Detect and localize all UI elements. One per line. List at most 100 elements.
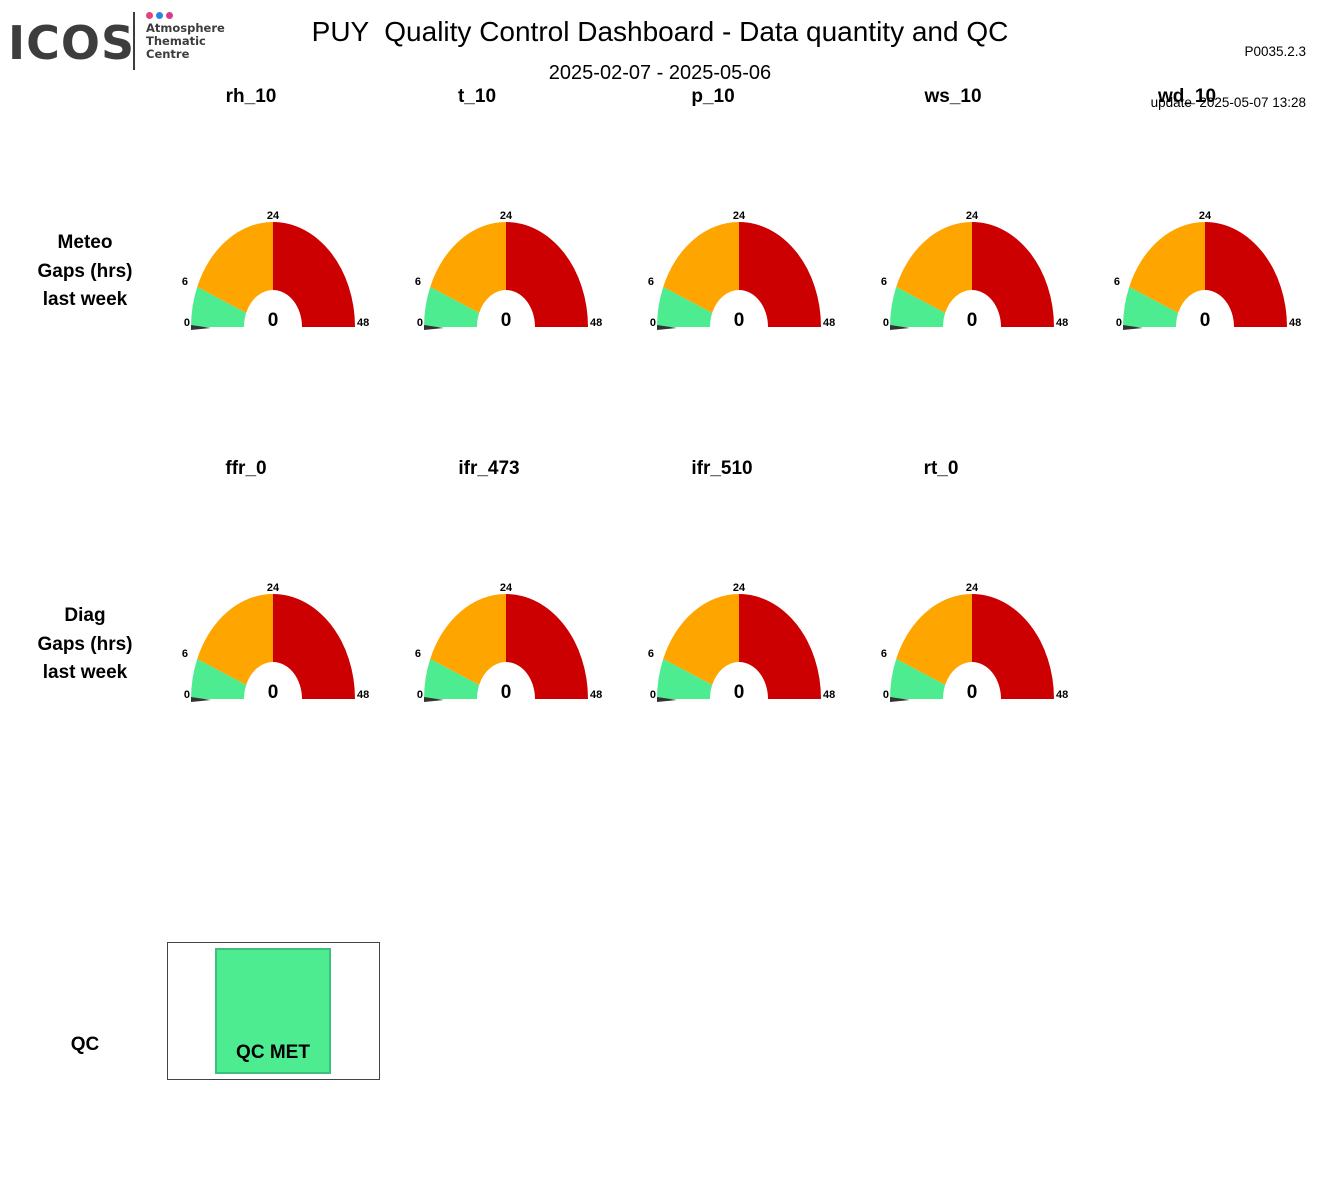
gauge-tick-label: 6	[881, 648, 887, 660]
gauge-band-high	[273, 222, 355, 327]
gauge-title-ifr-473: ifr_473	[458, 458, 520, 479]
gauge-tick-label: 0	[1116, 317, 1122, 329]
gauge-band-high	[273, 594, 355, 699]
gauge-band-low	[657, 658, 713, 699]
gauge-needle	[191, 697, 211, 702]
gauge-value-label: 0	[501, 682, 512, 703]
gauge-p-10: 0 6 24 48 0	[648, 210, 835, 331]
version-info: P0035.2.3 update 2025-05-07 13:28	[1151, 9, 1306, 128]
gauge-value-label: 0	[734, 310, 745, 331]
icos-logo: ICOS Atmosphere Thematic Centre	[8, 10, 225, 74]
gauge-tick-label: 48	[590, 317, 602, 329]
gauge-needle	[657, 697, 677, 702]
gauge-ifr-473: 0 6 24 48 0	[415, 582, 602, 703]
gauge-band-low	[890, 286, 946, 327]
qc-status-block: QC MET	[215, 948, 331, 1074]
gauge-value-label: 0	[501, 310, 512, 331]
gauge-rt-0: 0 6 24 48 0	[881, 582, 1068, 703]
row-label-diag-line-2: Gaps (hrs)	[37, 633, 133, 655]
gauge-title-ifr-510: ifr_510	[691, 458, 753, 479]
gauge-value-label: 0	[1200, 310, 1211, 331]
gauge-band-low	[191, 286, 247, 327]
gauge-tick-label: 0	[883, 317, 889, 329]
gauge-needle	[1123, 325, 1143, 330]
gauge-value-label: 0	[734, 682, 745, 703]
gauge-tick-label: 6	[648, 276, 654, 288]
gauge-tick-label: 6	[648, 648, 654, 660]
gauge-needle	[890, 325, 910, 330]
gauge-tick-label: 24	[733, 210, 746, 222]
gauge-tick-label: 24	[733, 582, 746, 594]
gauge-tick-label: 0	[650, 689, 656, 701]
row-label-meteo: Meteo Gaps (hrs) last week	[10, 229, 160, 315]
gauge-title-ws-10: ws_10	[924, 86, 982, 107]
gauge-band-mid	[1129, 222, 1205, 313]
gauge-band-mid	[896, 222, 972, 313]
gauge-tick-label: 24	[500, 582, 513, 594]
gauge-tick-label: 6	[415, 648, 421, 660]
logo-text: ICOS	[8, 16, 136, 70]
gauge-band-mid	[663, 594, 739, 685]
gauge-tick-label: 24	[500, 210, 513, 222]
version-number: P0035.2.3	[1244, 44, 1306, 59]
row-label-diag-line-3: last week	[42, 662, 128, 683]
gauge-needle	[657, 325, 677, 330]
gauge-tick-label: 48	[1289, 317, 1301, 329]
gauge-value-label: 0	[268, 310, 279, 331]
gauge-title-wd-10: wd_10	[1157, 86, 1217, 107]
gauge-band-low	[657, 286, 713, 327]
gauge-band-high	[972, 594, 1054, 699]
gauge-tick-label: 48	[1056, 689, 1068, 701]
gauge-band-low	[424, 286, 480, 327]
gauge-title-ffr-0: ffr_0	[225, 458, 267, 479]
gauge-wd-10: 0 6 24 48 0	[1114, 210, 1301, 331]
row-label-diag: Diag Gaps (hrs) last week	[10, 602, 160, 688]
gauge-ffr-0: 0 6 24 48 0	[182, 582, 369, 703]
date-range: 2025-02-07 - 2025-05-06	[548, 62, 772, 84]
gauge-needle	[424, 325, 444, 330]
gauge-needle	[890, 697, 910, 702]
gauge-title-p-10: p_10	[691, 86, 735, 107]
gauge-band-mid	[197, 594, 273, 685]
logo-subtitle-line-3: Centre	[146, 47, 190, 61]
gauge-title-rt-0: rt_0	[923, 458, 959, 479]
gauge-tick-label: 48	[357, 317, 369, 329]
gauge-needle	[424, 697, 444, 702]
gauge-tick-label: 48	[590, 689, 602, 701]
gauge-t-10: 0 6 24 48 0	[415, 210, 602, 331]
row-label-meteo-line-2: Gaps (hrs)	[37, 260, 133, 282]
gauge-tick-label: 6	[881, 276, 887, 288]
gauge-tick-label: 0	[650, 317, 656, 329]
gauge-band-high	[506, 222, 588, 327]
gauge-band-high	[1205, 222, 1287, 327]
logo-divider	[133, 12, 135, 70]
row-label-qc: QC	[70, 1034, 100, 1055]
logo-dot-2	[156, 12, 163, 19]
gauge-band-mid	[197, 222, 273, 313]
gauge-ifr-510: 0 6 24 48 0	[648, 582, 835, 703]
gauge-tick-label: 0	[417, 689, 423, 701]
gauge-tick-label: 0	[184, 317, 190, 329]
gauge-tick-label: 0	[883, 689, 889, 701]
gauge-tick-label: 6	[1114, 276, 1120, 288]
logo-subtitle: Atmosphere Thematic Centre	[146, 22, 225, 61]
gauge-tick-label: 24	[966, 582, 979, 594]
gauge-band-low	[191, 658, 247, 699]
gauge-tick-label: 24	[966, 210, 979, 222]
gauge-value-label: 0	[268, 682, 279, 703]
gauge-band-low	[424, 658, 480, 699]
qc-status-text: QC MET	[236, 1042, 310, 1063]
row-label-meteo-line-1: Meteo	[57, 232, 113, 253]
gauge-value-label: 0	[967, 682, 978, 703]
gauge-band-mid	[663, 222, 739, 313]
logo-subtitle-line-1: Atmosphere	[146, 21, 225, 35]
gauge-value-label: 0	[967, 310, 978, 331]
gauge-tick-label: 48	[357, 689, 369, 701]
gauge-tick-label: 24	[1199, 210, 1212, 222]
gauge-band-mid	[430, 594, 506, 685]
logo-dot-1	[146, 12, 153, 19]
logo-subtitle-line-2: Thematic	[146, 34, 206, 48]
gauge-title-t-10: t_10	[457, 86, 497, 107]
gauge-rh-10: 0 6 24 48 0	[182, 210, 369, 331]
gauge-tick-label: 24	[267, 210, 280, 222]
